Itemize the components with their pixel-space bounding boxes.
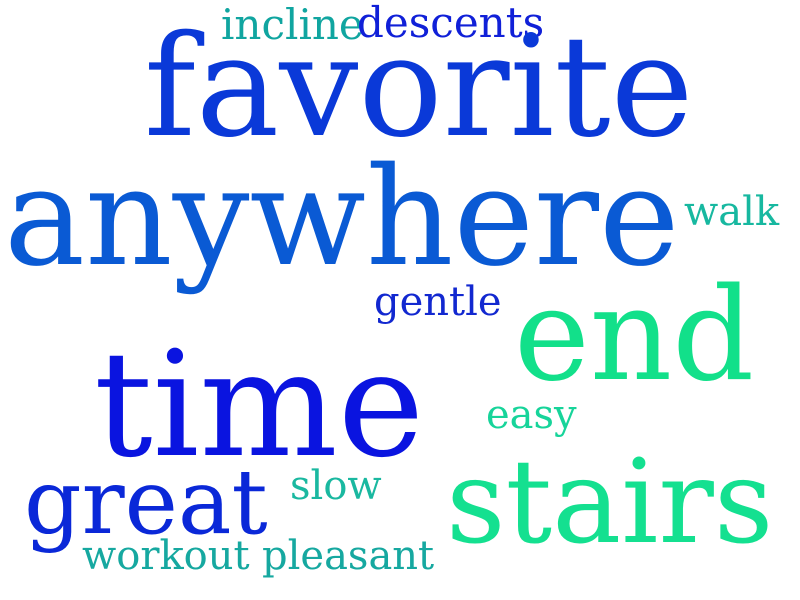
word-great: great [24, 450, 268, 555]
word-end: end [514, 261, 755, 410]
word-slow: slow [290, 463, 382, 509]
word-time: time [94, 320, 425, 490]
word-gentle: gentle [374, 279, 502, 325]
word-workout: workout [82, 533, 250, 579]
word-incline: incline [221, 0, 364, 49]
word-walk: walk [684, 189, 780, 235]
word-stairs: stairs [446, 435, 774, 570]
word-descents: descents [357, 0, 545, 47]
word-favorite: favorite [144, 6, 694, 169]
word-anywhere: anywhere [4, 139, 680, 297]
word-pleasant: pleasant [262, 533, 435, 579]
word-easy: easy [486, 392, 577, 438]
